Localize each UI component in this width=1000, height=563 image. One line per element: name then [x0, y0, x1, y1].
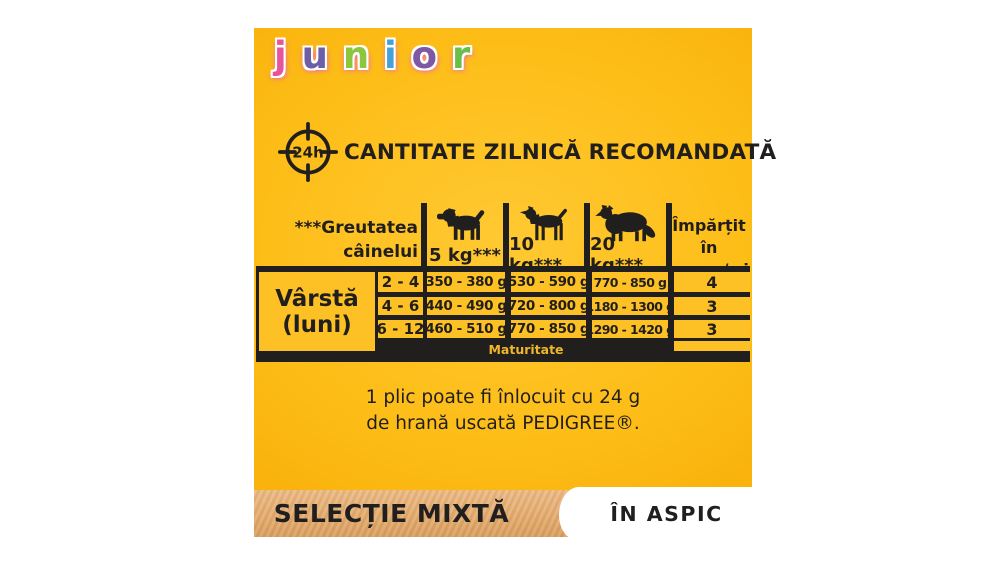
table-cell-5kg: 350 - 380 g [425, 272, 507, 292]
logo-letter: i [384, 34, 398, 77]
weight-column-5kg: 5 kg*** [429, 244, 501, 266]
column-divider [666, 203, 672, 266]
section-title: CANTITATE ZILNICĂ RECOMANDATĂ [344, 140, 777, 165]
table-cell-meals: 3 [674, 297, 750, 316]
table-cell-5kg: 460 - 510 g [425, 320, 507, 338]
table-cell-10kg: 770 - 850 g [507, 320, 590, 338]
table-cell-20kg: 1180 - 1300 g [585, 297, 675, 315]
logo-letter: r [451, 34, 472, 77]
column-divider [421, 203, 427, 266]
table-cell-20kg: 1290 - 1420 g [585, 320, 675, 338]
table-cell-10kg: 720 - 800 g [507, 297, 590, 315]
table-cell-age: 4 - 6 [378, 297, 423, 315]
table-cell-5kg: 440 - 490 g [425, 297, 507, 315]
column-divider [503, 203, 509, 266]
selection-label: SELECȚIE MIXTĂ [273, 499, 510, 528]
table-cell-meals: 3 [674, 320, 750, 339]
logo-letter: o [411, 34, 439, 77]
dog-medium-icon [520, 205, 574, 243]
dog-large-icon [595, 205, 659, 243]
table-cell-20kg: 770 - 850 g [592, 272, 668, 292]
age-header-line1: Vârstă [275, 285, 359, 312]
table-cell-10kg: 530 - 590 g [507, 272, 590, 292]
aspic-white-patch [559, 487, 759, 540]
age-header: Vârstă (luni) [259, 272, 375, 351]
dog-small-icon [437, 205, 493, 243]
note-line1: 1 plic poate fi înlocuit cu 24 g [365, 387, 641, 408]
meals-column-strip [674, 341, 750, 351]
24h-clock-icon: 24h [278, 122, 338, 182]
age-header-line2: (luni) [282, 311, 352, 338]
variety-band: SELECȚIE MIXTĂ ÎN ASPIC [254, 487, 759, 540]
weight-column-10kg: 10 kg*** [509, 234, 562, 276]
maturity-band-label: Maturitate [488, 341, 564, 357]
meals-header-line1: Împărțit în [672, 216, 746, 257]
note-line2: de hrană uscată PEDIGREE®. [366, 412, 640, 434]
junior-logo: j u n i o r [274, 34, 471, 77]
logo-letter: n [342, 34, 371, 77]
logo-letter: u [301, 34, 329, 77]
weight-column-20kg: 20 kg*** [590, 234, 643, 276]
column-divider [584, 203, 590, 266]
aspic-label: ÎN ASPIC [610, 501, 723, 526]
24h-badge-text: 24h [292, 144, 324, 162]
feeding-table-body: Vârstă (luni) 2 - 4 350 - 380 g 530 - 59… [256, 266, 750, 362]
yellow-panel: j u n i o r 24h CANTITATE ZILNICĂ RECOMA… [254, 28, 777, 540]
table-cell-meals: 4 [674, 272, 750, 292]
table-cell-age: 6 - 12 [376, 320, 425, 338]
logo-letter: j [274, 34, 288, 77]
weight-header-line1: ***Greutatea câinelui [294, 218, 418, 262]
replacement-note: 1 plic poate fi înlocuit cu 24 g de hran… [254, 385, 752, 436]
table-cell-age: 2 - 4 [378, 272, 423, 292]
